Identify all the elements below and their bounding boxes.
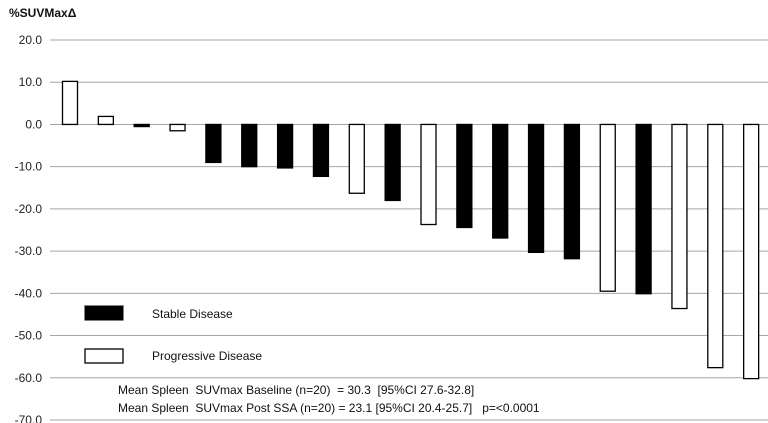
legend: Stable Disease Progressive Disease (84, 305, 262, 364)
bars (61, 80, 760, 380)
bar-19 (707, 123, 724, 369)
y-tick-label: 0.0 (25, 117, 42, 131)
bar-6 (241, 123, 258, 168)
bar-5 (205, 123, 222, 164)
y-tick-label: -70.0 (15, 413, 43, 423)
y-tick-label: -20.0 (15, 202, 43, 216)
bar-2 (97, 115, 114, 126)
legend-label-stable: Stable Disease (152, 307, 233, 321)
y-tick-label: 10.0 (19, 75, 43, 89)
y-axis-title: %SUVMaxΔ (9, 6, 77, 20)
bar-14 (527, 123, 545, 254)
bar-18 (671, 123, 688, 310)
legend-label-progressive: Progressive Disease (152, 349, 262, 363)
bar-15 (563, 123, 581, 260)
bar-1 (61, 80, 79, 126)
y-tick-label: 20.0 (19, 33, 43, 47)
bar-20 (743, 123, 760, 380)
y-tick-label: -30.0 (15, 244, 43, 258)
bar-8 (312, 123, 330, 178)
bar-10 (384, 123, 401, 202)
y-tick-label: -60.0 (15, 371, 43, 385)
bar-4 (169, 123, 186, 132)
bar-9 (348, 123, 365, 194)
bar-3 (133, 123, 150, 128)
bar-13 (492, 123, 509, 239)
bar-7 (276, 123, 294, 169)
bar-11 (420, 123, 437, 226)
legend-swatch-progressive (84, 348, 124, 364)
y-tick-label: -40.0 (15, 286, 43, 300)
y-tick-label: -10.0 (15, 160, 43, 174)
legend-swatch-stable (84, 305, 124, 321)
y-tick-label: -50.0 (15, 329, 43, 343)
annotation-post-ssa: Mean Spleen SUVmax Post SSA (n=20) = 23.… (118, 401, 540, 415)
bar-12 (456, 123, 473, 229)
annotation-baseline: Mean Spleen SUVmax Baseline (n=20) = 30.… (118, 383, 474, 397)
y-axis-tick-labels: 20.0 10.0 0.0 -10.0 -20.0 -30.0 -40.0 -50.0 -60.… (15, 33, 43, 423)
bar-16 (599, 123, 616, 292)
bar-17 (635, 123, 652, 295)
gridlines (50, 39, 768, 421)
annotations: Mean Spleen SUVmax Baseline (n=20) = 30.… (118, 383, 540, 415)
